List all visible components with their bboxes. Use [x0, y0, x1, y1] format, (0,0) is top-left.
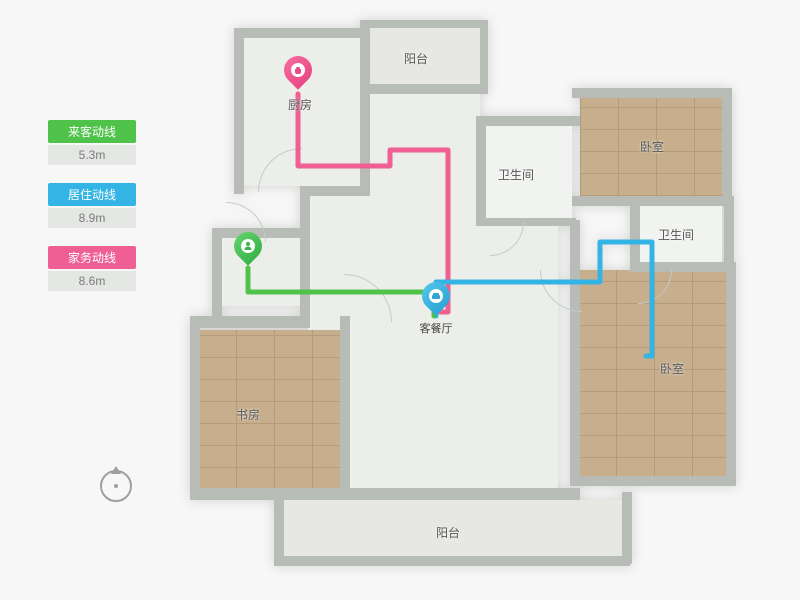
- wall-segment: [190, 316, 200, 498]
- wall-segment: [300, 488, 580, 500]
- wall-segment: [572, 196, 732, 206]
- room-label-study: 书房: [236, 406, 260, 423]
- room-label-balcony1: 阳台: [404, 50, 428, 67]
- legend-value: 5.3m: [48, 145, 136, 165]
- wall-segment: [726, 262, 736, 484]
- legend: 来客动线 5.3m 居住动线 8.9m 家务动线 8.6m: [48, 120, 136, 309]
- wall-segment: [630, 196, 640, 270]
- wall-segment: [570, 220, 580, 482]
- wall-segment: [300, 186, 370, 196]
- wall-segment: [724, 196, 734, 270]
- room-label-bath1: 卫生间: [498, 166, 534, 183]
- room-label-kitchen: 厨房: [288, 96, 312, 113]
- compass-icon: [100, 470, 132, 502]
- room-label-bed2: 卧室: [660, 360, 684, 377]
- wall-segment: [722, 88, 732, 204]
- floorplan: 厨房阳台卫生间卧室卫生间卧室书房阳台 客餐厅: [190, 20, 760, 580]
- legend-item-resident: 居住动线 8.9m: [48, 183, 136, 228]
- wall-segment: [340, 316, 350, 492]
- legend-value: 8.6m: [48, 271, 136, 291]
- wall-segment: [274, 556, 630, 566]
- wall-segment: [480, 116, 580, 126]
- wall-segment: [622, 492, 632, 564]
- wall-segment: [274, 492, 284, 564]
- legend-label: 家务动线: [48, 246, 136, 269]
- room-label-bed1: 卧室: [640, 138, 664, 155]
- legend-item-chore: 家务动线 8.6m: [48, 246, 136, 291]
- room-bed2: [578, 270, 734, 480]
- wall-segment: [572, 88, 730, 98]
- wall-segment: [300, 186, 310, 316]
- wall-segment: [570, 476, 736, 486]
- legend-label: 居住动线: [48, 183, 136, 206]
- wall-segment: [190, 316, 310, 328]
- legend-item-guest: 来客动线 5.3m: [48, 120, 136, 165]
- room-label-balcony2: 阳台: [436, 524, 460, 541]
- room-label-bath2: 卫生间: [658, 226, 694, 243]
- wall-segment: [212, 228, 222, 318]
- living-center-label: 客餐厅: [420, 320, 453, 336]
- floorplan-shadow: 厨房阳台卫生间卧室卫生间卧室书房阳台 客餐厅: [190, 20, 760, 580]
- circulation-paths: [190, 20, 490, 170]
- room-study: [198, 330, 344, 490]
- legend-value: 8.9m: [48, 208, 136, 228]
- legend-label: 来客动线: [48, 120, 136, 143]
- room-corridor: [220, 236, 310, 306]
